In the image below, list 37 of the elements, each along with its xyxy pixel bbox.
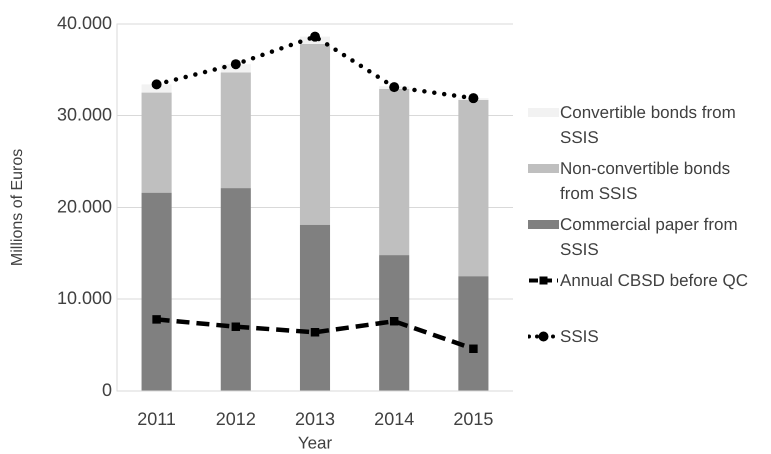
point (468, 93, 478, 104)
y-axis-title: Millions of Euros (9, 148, 26, 266)
x-axis-title: Year (298, 433, 333, 452)
point (310, 328, 320, 336)
legend-label: Annual CBSD before QC (560, 270, 748, 292)
x-tick-label: 2014 (374, 408, 414, 429)
bar (458, 276, 488, 390)
point (230, 59, 241, 70)
bar (379, 255, 410, 390)
y-tick-label: 10.000 (56, 288, 112, 308)
y-tick-label: 30.000 (56, 104, 112, 125)
point (390, 316, 398, 326)
y-tick-label: 20.000 (56, 196, 112, 216)
x-tick-label: 2011 (137, 408, 176, 429)
legend-label: Non-convertible bonds from SSIS (560, 158, 732, 205)
point (152, 315, 161, 324)
point (469, 344, 478, 354)
point (310, 32, 320, 42)
bar (300, 44, 330, 225)
y-tick-label: 40.000 (56, 12, 112, 33)
point (232, 322, 240, 331)
bar (220, 188, 251, 390)
legend-label: SSIS (560, 326, 599, 348)
legend-label: Commercial paper from SSIS (560, 214, 739, 261)
bar (142, 92, 172, 193)
bar (220, 72, 251, 188)
bar (300, 224, 330, 390)
bar (379, 88, 410, 256)
bar (142, 192, 172, 390)
point (389, 82, 400, 92)
x-tick-label: 2013 (294, 408, 336, 429)
point (152, 79, 162, 90)
x-tick-label: 2012 (216, 408, 256, 429)
x-tick-label: 2015 (453, 408, 494, 429)
y-tick-label: 0 (102, 380, 112, 400)
legend-label: Convertible bonds from SSIS (560, 102, 737, 149)
bar (458, 100, 488, 276)
